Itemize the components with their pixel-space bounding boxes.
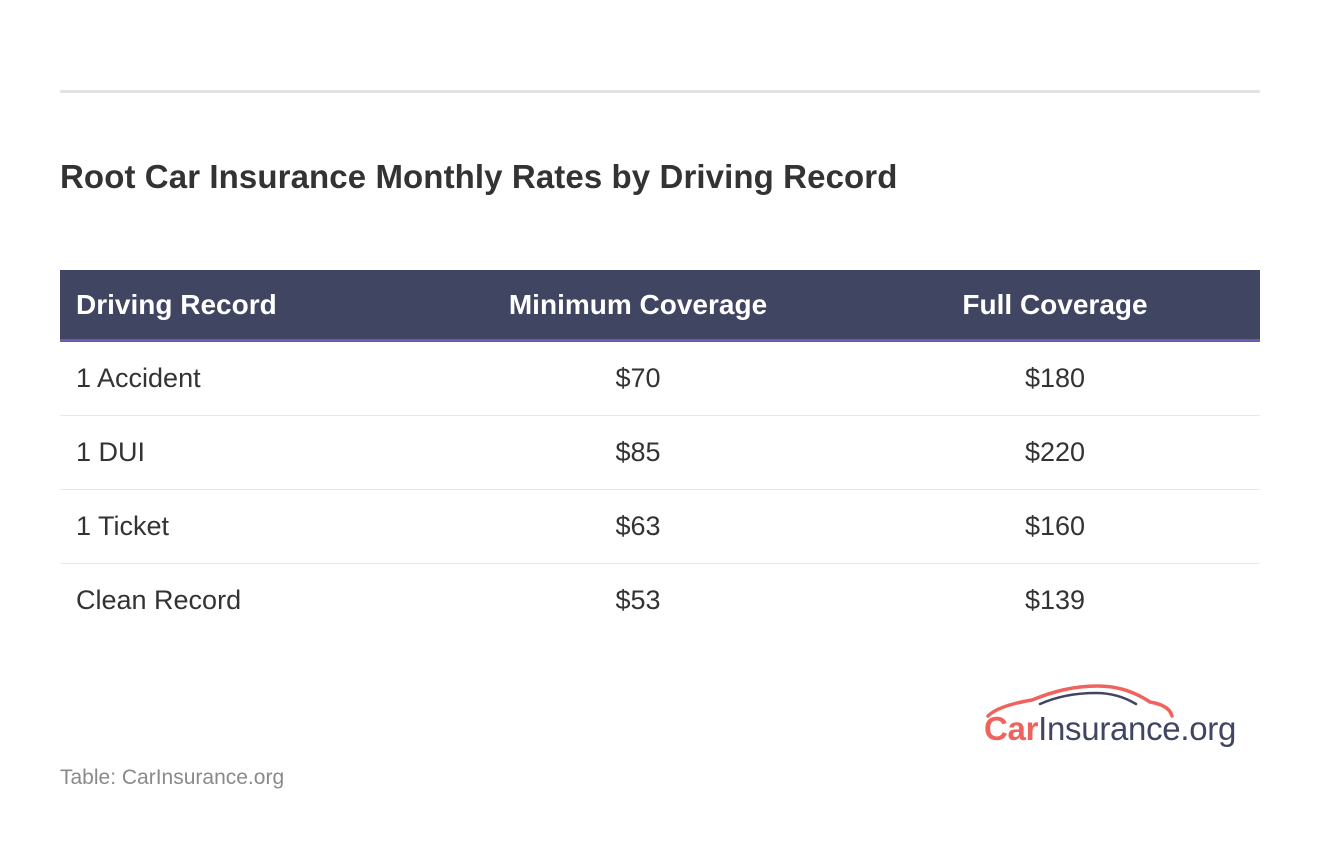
- cell-driving-record: 1 DUI: [76, 437, 146, 467]
- table-row: 1 Accident $70 $180: [60, 342, 1260, 416]
- table-source: Table: CarInsurance.org: [60, 766, 285, 789]
- cell-driving-record: 1 Ticket: [76, 511, 170, 541]
- header-full-coverage: Full Coverage: [962, 288, 1148, 320]
- cell-full-coverage: $180: [1024, 363, 1086, 393]
- logo-rest-word: Insurance.org: [1038, 710, 1237, 747]
- table-row: 1 Ticket $63 $160: [60, 490, 1260, 564]
- logo-wordmark: CarInsurance.org: [984, 710, 1236, 748]
- cell-minimum-coverage: $63: [615, 511, 661, 541]
- cell-full-coverage: $160: [1024, 511, 1086, 541]
- table-row: Clean Record $53 $139: [60, 564, 1260, 637]
- cell-minimum-coverage: $85: [615, 437, 661, 467]
- cell-driving-record: 1 Accident: [76, 363, 201, 393]
- cell-driving-record: Clean Record: [76, 585, 242, 615]
- cell-minimum-coverage: $70: [615, 363, 661, 393]
- rates-table: Driving Record Minimum Coverage Full Cov…: [60, 270, 1260, 637]
- page-title: Root Car Insurance Monthly Rates by Driv…: [60, 158, 898, 195]
- cell-minimum-coverage: $53: [615, 585, 661, 615]
- header-driving-record: Driving Record: [76, 288, 277, 320]
- car-silhouette-icon: [986, 684, 1174, 718]
- cell-full-coverage: $220: [1024, 437, 1086, 467]
- header-minimum-coverage: Minimum Coverage: [508, 288, 768, 320]
- logo-car-word: Car: [984, 710, 1039, 747]
- cell-full-coverage: $139: [1024, 585, 1086, 615]
- top-divider: [60, 90, 1260, 93]
- table-header: Driving Record Minimum Coverage Full Cov…: [60, 270, 1260, 342]
- carinsurance-logo: CarInsurance.org: [980, 680, 1236, 752]
- table-row: 1 DUI $85 $220: [60, 416, 1260, 490]
